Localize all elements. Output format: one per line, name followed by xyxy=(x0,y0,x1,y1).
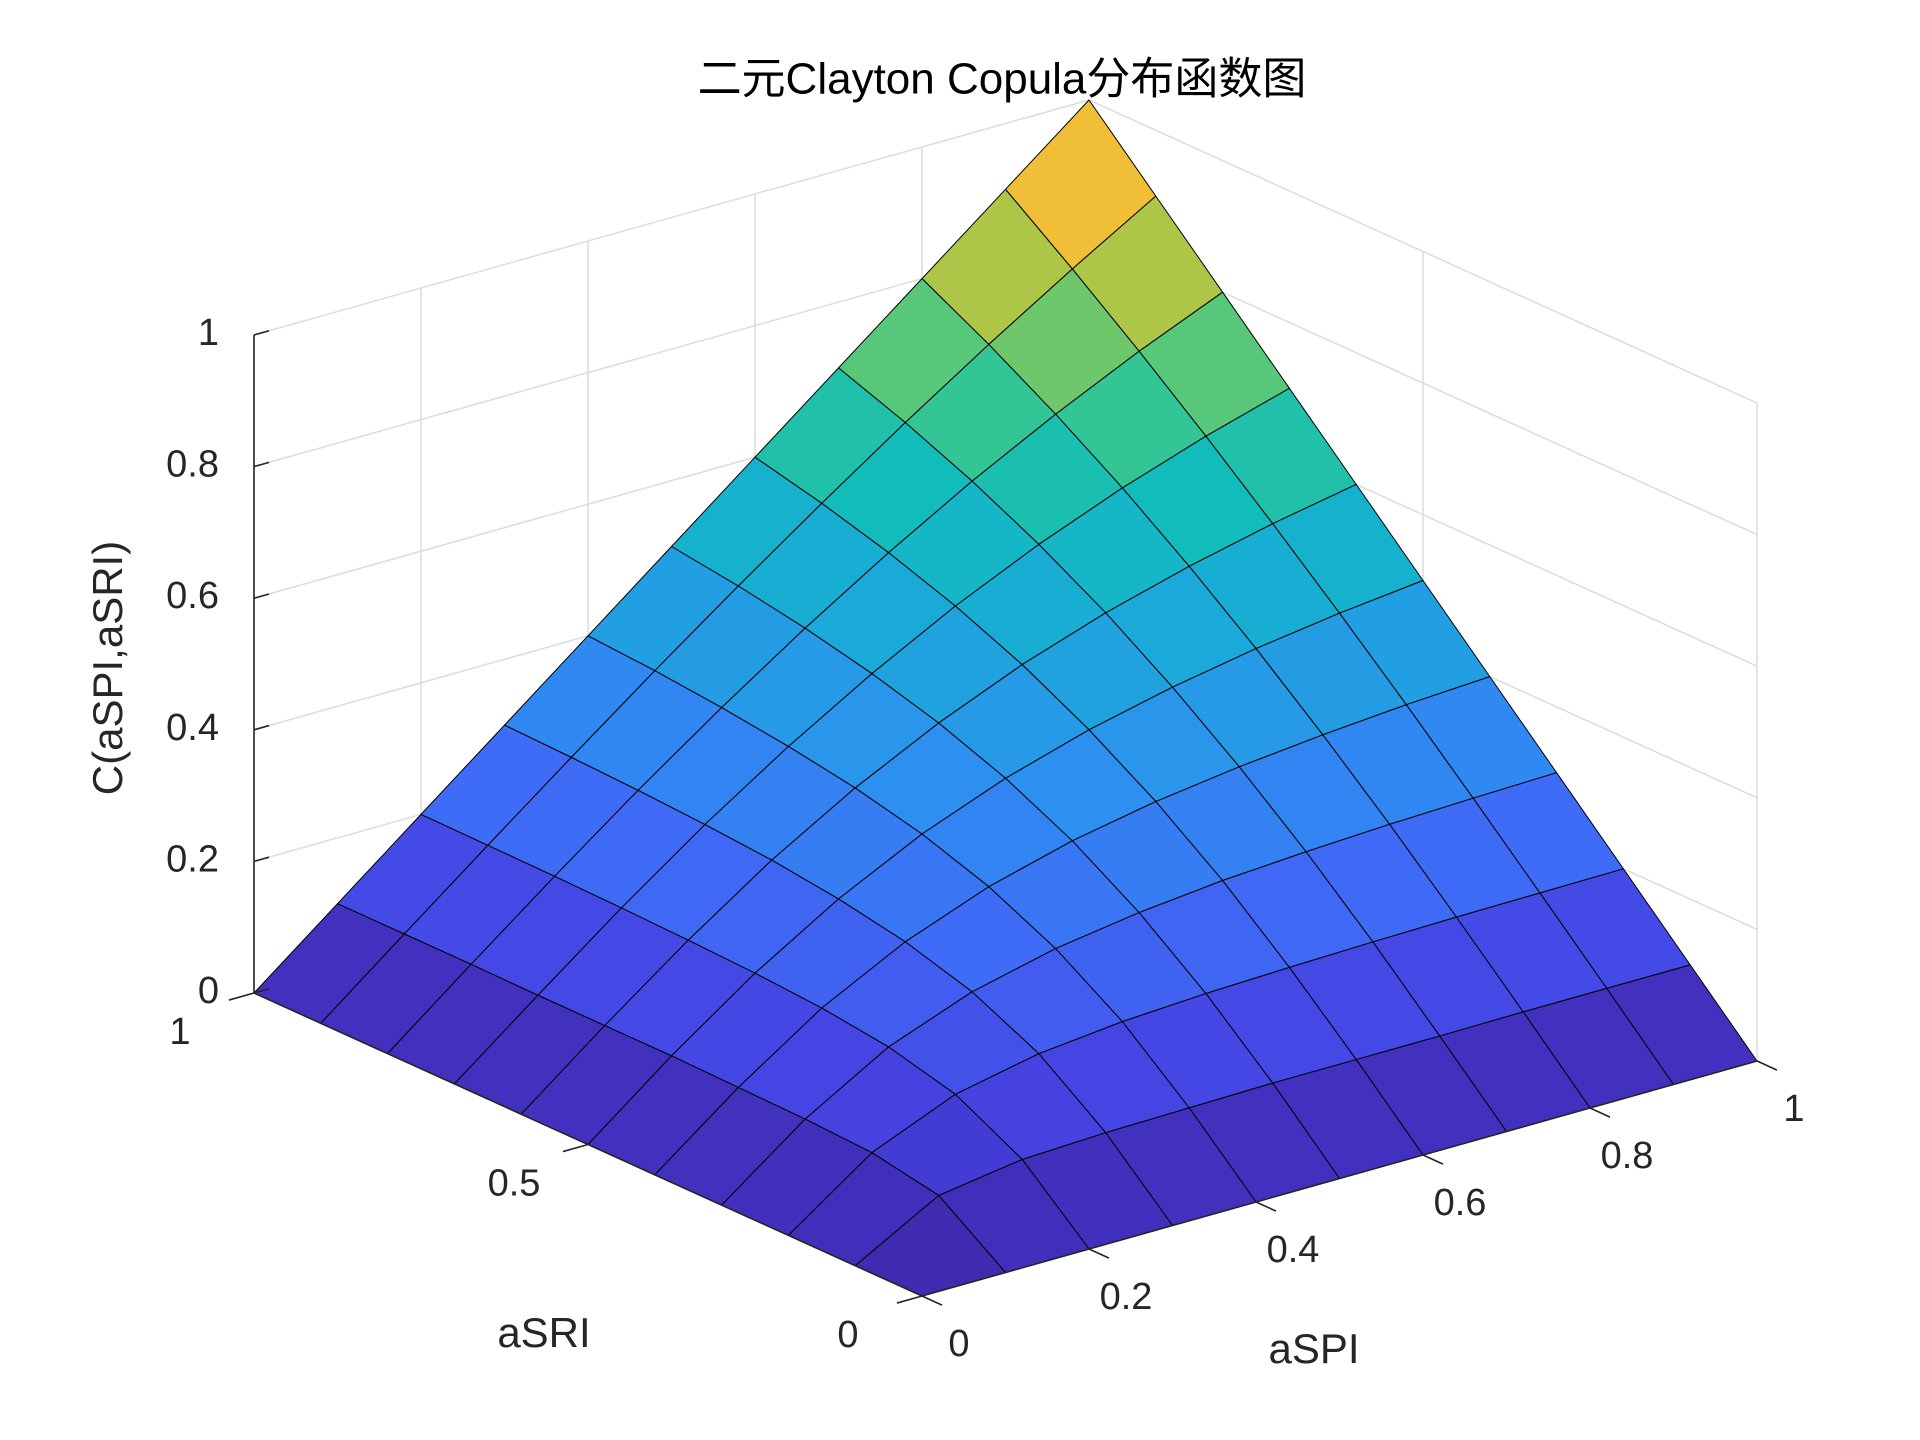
x-tick-label: 0 xyxy=(948,1323,969,1365)
x-axis-label: aSPI xyxy=(1268,1325,1359,1372)
x-tick-mark xyxy=(1255,1201,1277,1212)
z-axis-label: C(aSPI,aSRI) xyxy=(84,541,131,795)
y-tick-mark xyxy=(228,992,255,1001)
z-tick-mark xyxy=(253,856,270,863)
z-tick-label: 0.6 xyxy=(166,575,219,617)
x-tick-mark xyxy=(1589,1107,1611,1118)
grid-line xyxy=(253,99,1090,336)
y-tick-label: 0.5 xyxy=(488,1163,541,1205)
z-tick-mark xyxy=(253,461,270,468)
x-tick-mark xyxy=(921,1295,943,1306)
x-axis-line xyxy=(921,1060,1758,1297)
z-tick-label: 0 xyxy=(198,970,219,1012)
y-tick-label: 0 xyxy=(837,1314,858,1356)
x-tick-mark xyxy=(1088,1248,1110,1259)
y-tick-mark xyxy=(562,1143,589,1153)
chart-title: 二元Clayton Copula分布函数图 xyxy=(698,55,1307,104)
grid-line xyxy=(1088,99,1758,404)
z-tick-label: 0.4 xyxy=(166,707,219,749)
surface xyxy=(253,99,1758,1297)
z-tick-mark xyxy=(253,593,270,599)
x-tick-mark xyxy=(1756,1060,1778,1071)
z-tick-label: 1 xyxy=(198,312,219,354)
z-tick-label: 0.2 xyxy=(166,838,219,880)
x-tick-mark xyxy=(1422,1154,1444,1165)
x-tick-label: 1 xyxy=(1783,1088,1804,1130)
z-tick-label: 0.8 xyxy=(166,444,219,486)
x-tick-label: 0.8 xyxy=(1601,1135,1654,1177)
x-tick-label: 0.6 xyxy=(1434,1182,1487,1224)
z-tick-mark xyxy=(253,724,270,731)
x-tick-label: 0.4 xyxy=(1267,1229,1320,1271)
z-tick-mark xyxy=(253,329,270,336)
z-tick-mark xyxy=(253,987,270,994)
y-axis-label: aSRI xyxy=(497,1309,590,1356)
y-tick-mark xyxy=(896,1295,923,1304)
x-tick-label: 0.2 xyxy=(1100,1276,1153,1318)
y-tick-label: 1 xyxy=(169,1011,190,1053)
